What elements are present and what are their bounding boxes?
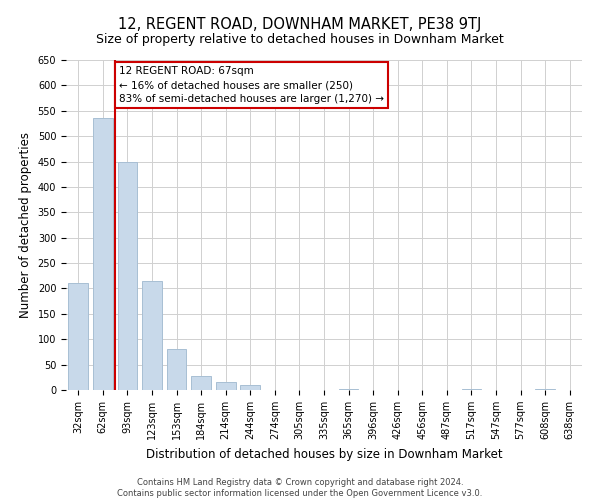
X-axis label: Distribution of detached houses by size in Downham Market: Distribution of detached houses by size … — [146, 448, 502, 460]
Bar — [216, 382, 236, 390]
Bar — [339, 389, 358, 390]
Bar — [167, 350, 187, 390]
Y-axis label: Number of detached properties: Number of detached properties — [19, 132, 32, 318]
Bar — [191, 376, 211, 390]
Text: 12, REGENT ROAD, DOWNHAM MARKET, PE38 9TJ: 12, REGENT ROAD, DOWNHAM MARKET, PE38 9T… — [118, 18, 482, 32]
Bar — [68, 284, 88, 390]
Text: Size of property relative to detached houses in Downham Market: Size of property relative to detached ho… — [96, 32, 504, 46]
Text: 12 REGENT ROAD: 67sqm
← 16% of detached houses are smaller (250)
83% of semi-det: 12 REGENT ROAD: 67sqm ← 16% of detached … — [119, 66, 384, 104]
Bar — [93, 118, 113, 390]
Bar — [142, 281, 162, 390]
Bar — [118, 162, 137, 390]
Text: Contains HM Land Registry data © Crown copyright and database right 2024.
Contai: Contains HM Land Registry data © Crown c… — [118, 478, 482, 498]
Bar — [241, 385, 260, 390]
